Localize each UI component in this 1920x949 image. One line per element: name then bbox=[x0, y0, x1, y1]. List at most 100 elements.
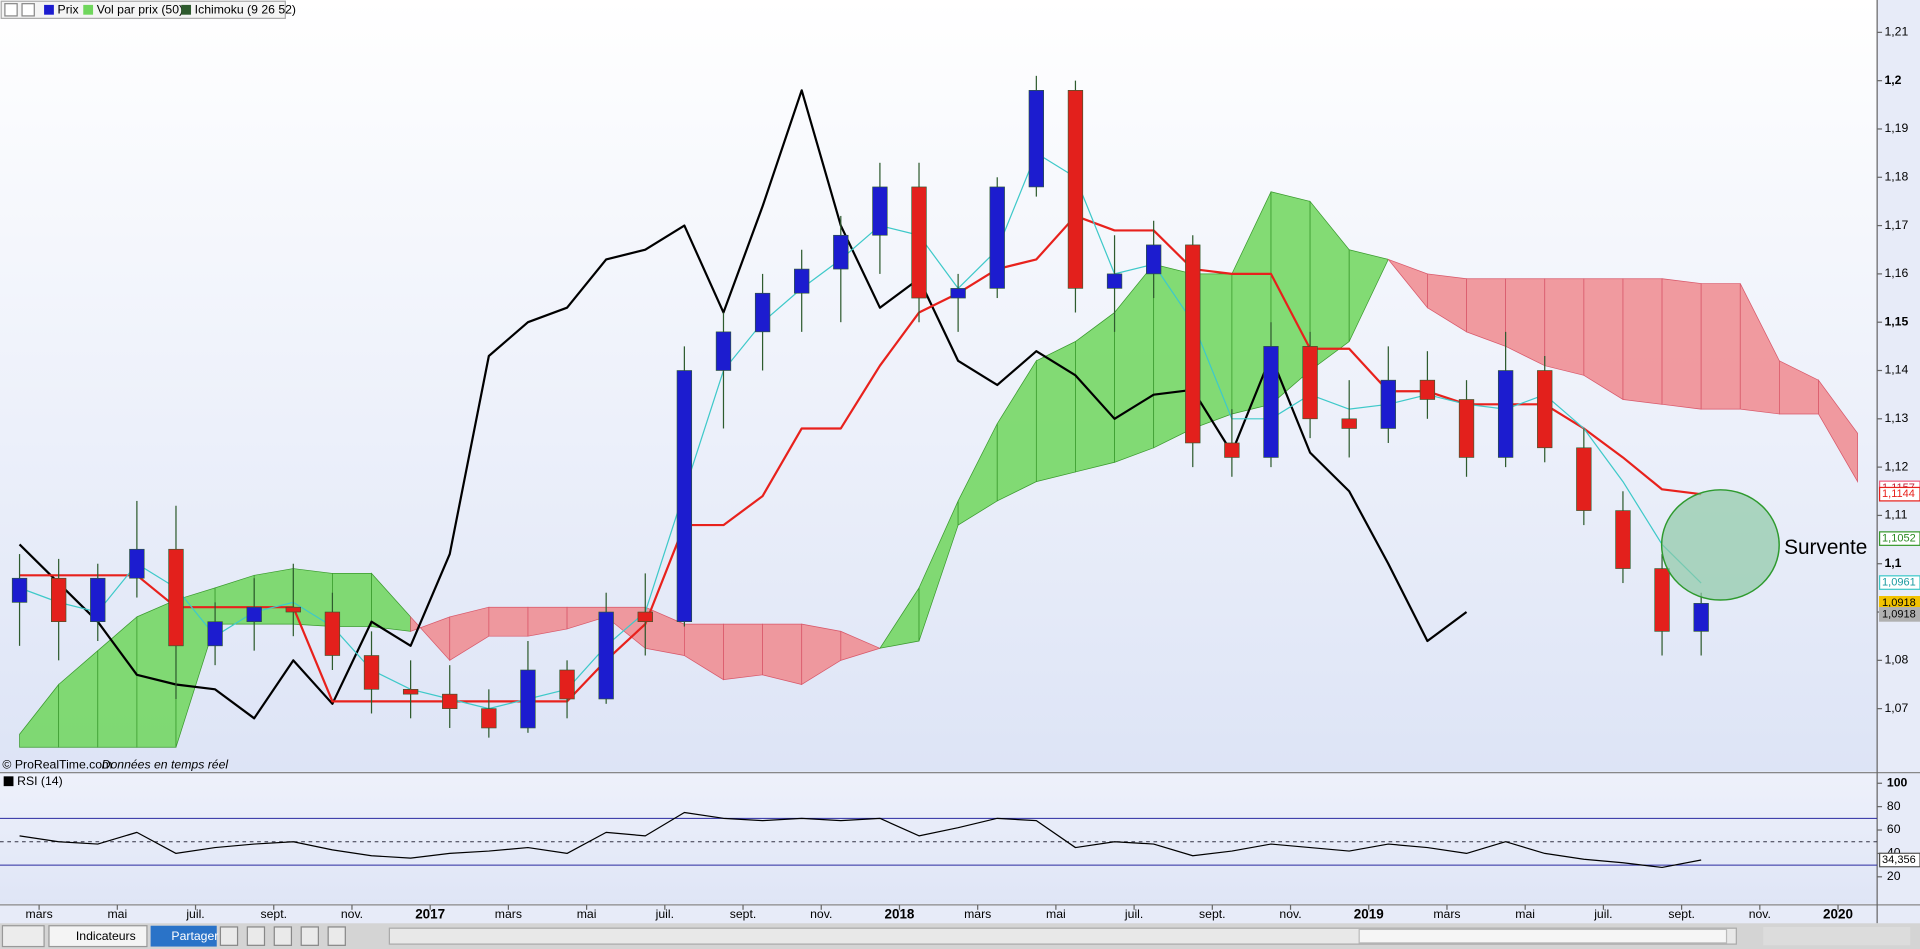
x-tick-label: mai bbox=[1515, 907, 1535, 921]
rsi-tick-label: 80 bbox=[1887, 799, 1901, 813]
x-tick-label: nov. bbox=[1749, 907, 1771, 921]
cloud-layer bbox=[19, 191, 1858, 748]
candle-body bbox=[1458, 399, 1475, 458]
candle-body bbox=[129, 548, 145, 579]
indicators-label[interactable]: Indicateurs bbox=[76, 929, 136, 943]
legend-item[interactable]: Vol par prix (50) bbox=[97, 3, 183, 17]
cloud-segment bbox=[1544, 278, 1585, 376]
indicators-button[interactable] bbox=[48, 925, 148, 948]
y-tick-label: 1,2 bbox=[1884, 73, 1901, 87]
copyright: © ProRealTime.com bbox=[2, 758, 112, 772]
price-label-box bbox=[1878, 486, 1920, 502]
price-label-box bbox=[1878, 531, 1920, 546]
x-tick-label: sept. bbox=[730, 907, 757, 921]
candle-body bbox=[1028, 90, 1044, 188]
cloud-segment bbox=[723, 623, 763, 681]
x-tick-label: juil. bbox=[655, 907, 674, 921]
legend-swatch bbox=[181, 4, 192, 15]
x-tick-label: mars bbox=[964, 907, 991, 921]
price-label-box bbox=[1878, 607, 1920, 622]
tool-icon[interactable] bbox=[219, 926, 239, 946]
x-tick-label: sept. bbox=[1668, 907, 1695, 921]
y-tick-label: 1,19 bbox=[1884, 121, 1908, 135]
cloud-segment bbox=[1700, 283, 1741, 410]
candle-body bbox=[402, 689, 419, 695]
candle-body bbox=[168, 548, 184, 647]
cloud-segment bbox=[1661, 278, 1702, 410]
candle-body bbox=[1302, 346, 1318, 420]
zoom-tools[interactable] bbox=[1763, 926, 1911, 946]
annotation-text: Survente bbox=[1784, 536, 1867, 559]
candle-body bbox=[1497, 370, 1514, 458]
cloud-segment bbox=[1622, 278, 1663, 405]
x-tick-label: mars bbox=[1433, 907, 1460, 921]
candle-body bbox=[598, 611, 614, 700]
annotation-circle bbox=[1660, 489, 1780, 601]
y-tick-label: 1,21 bbox=[1884, 25, 1908, 39]
candle-body bbox=[51, 577, 67, 623]
price-label-box bbox=[1878, 575, 1920, 590]
draw-tool[interactable] bbox=[1, 925, 45, 948]
x-tick-label: nov. bbox=[341, 907, 363, 921]
candle-body bbox=[1537, 370, 1553, 449]
candle-body bbox=[90, 577, 106, 623]
add-button[interactable] bbox=[21, 3, 35, 17]
candle-layer bbox=[11, 75, 1709, 738]
legend-swatch bbox=[44, 4, 54, 15]
y-tick-label: 1,16 bbox=[1884, 266, 1908, 280]
x-tick-label: sept. bbox=[260, 907, 287, 921]
x-tick-label: juil. bbox=[185, 907, 204, 921]
candle-body bbox=[1693, 603, 1709, 632]
legend-item[interactable]: Ichimoku (9 26 52) bbox=[195, 3, 296, 17]
candle-body bbox=[911, 186, 927, 299]
tool-icon[interactable] bbox=[246, 926, 266, 946]
candle-body bbox=[442, 693, 458, 709]
candle-body bbox=[1576, 447, 1592, 511]
x-tick-label: 2018 bbox=[884, 906, 914, 921]
rsi-swatch bbox=[3, 776, 14, 787]
x-tick-label: mai bbox=[107, 907, 127, 921]
share-button[interactable] bbox=[150, 925, 217, 947]
x-tick-label: 2017 bbox=[415, 906, 445, 921]
tool-icon[interactable] bbox=[273, 926, 293, 946]
scroll-thumb[interactable] bbox=[1358, 928, 1728, 944]
y-tick-label: 1,08 bbox=[1884, 653, 1908, 667]
candle-body bbox=[754, 292, 771, 333]
candle-body bbox=[207, 621, 223, 647]
tool-icon[interactable] bbox=[300, 926, 319, 946]
price-label: 1,1052 bbox=[1882, 533, 1916, 545]
cloud-segment bbox=[762, 623, 803, 685]
y-tick-label: 1,15 bbox=[1884, 314, 1908, 328]
price-panel bbox=[0, 0, 1878, 772]
y-tick-label: 1,07 bbox=[1884, 701, 1908, 715]
candle-body bbox=[1341, 418, 1357, 429]
rsi-layer bbox=[0, 811, 1878, 869]
candle-body bbox=[1106, 273, 1123, 289]
price-label: 1,1144 bbox=[1882, 488, 1915, 500]
x-tick-label: nov. bbox=[810, 907, 832, 921]
close-button[interactable] bbox=[4, 3, 18, 17]
candle-body bbox=[363, 655, 380, 690]
x-tick-label: mai bbox=[577, 907, 597, 921]
legend-item[interactable]: Prix bbox=[58, 3, 79, 17]
x-tick-label: mars bbox=[26, 907, 53, 921]
legend-bar bbox=[0, 0, 286, 19]
axis-layer: 1,21 1,2 1,19 1,18 1,17 1,16 1,15 1,14 1,13 1,12 1… bbox=[26, 25, 1920, 921]
candle-body bbox=[950, 288, 966, 299]
y-tick-label: 1,17 bbox=[1884, 218, 1908, 232]
realtime-note: Données en temps réel bbox=[102, 758, 229, 772]
share-label[interactable]: Partager bbox=[171, 929, 218, 943]
rsi-panel bbox=[0, 773, 1878, 904]
chikou-line bbox=[18, 89, 1468, 720]
cloud-segment bbox=[840, 630, 881, 661]
x-tick-label: mai bbox=[1046, 907, 1066, 921]
legend-swatch bbox=[83, 4, 94, 15]
x-tick-label: mars bbox=[495, 907, 522, 921]
candle-body bbox=[520, 669, 536, 729]
candle-body bbox=[559, 669, 575, 700]
candle-body bbox=[481, 708, 497, 729]
y-tick-label: 1,11 bbox=[1884, 508, 1907, 522]
tool-icon[interactable] bbox=[327, 926, 346, 946]
candle-body bbox=[1654, 568, 1670, 632]
